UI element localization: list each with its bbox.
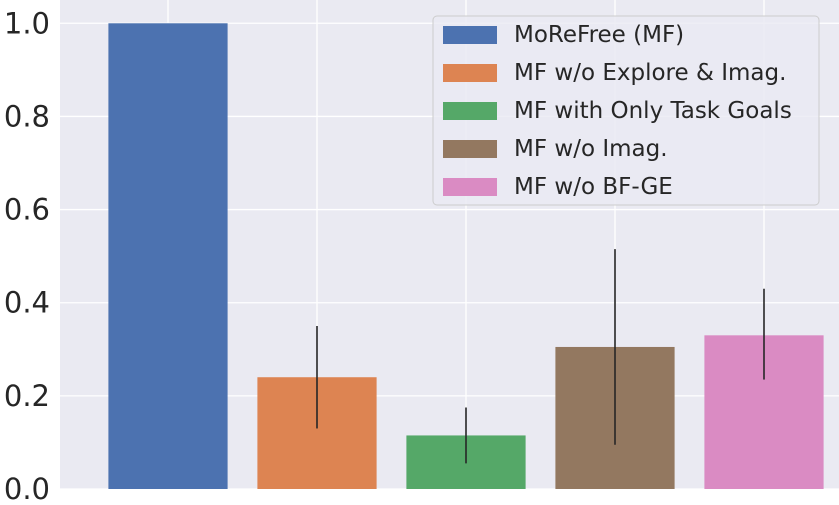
y-tick-label: 0.2	[4, 379, 50, 413]
legend: MoReFree (MF) MF w/o Explore & Imag. MF wi…	[432, 15, 820, 206]
legend-swatch-3	[443, 140, 497, 158]
y-tick-label: 0.8	[4, 99, 50, 133]
bar-0	[108, 23, 228, 490]
legend-label-4: MF w/o BF-GE	[514, 174, 673, 200]
legend-label-3: MF w/o Imag.	[514, 136, 668, 162]
legend-swatch-0	[443, 26, 497, 44]
legend-box	[432, 15, 820, 206]
legend-swatch-4	[443, 178, 497, 196]
y-tick-label: 0.6	[4, 193, 50, 227]
legend-label-1: MF w/o Explore & Imag.	[514, 60, 786, 86]
y-tick-label: 0.0	[4, 472, 50, 505]
legend-label-2: MF with Only Task Goals	[514, 98, 792, 124]
y-tick-label: 1.0	[4, 6, 50, 40]
error-bars	[316, 249, 765, 464]
legend-swatch-2	[443, 102, 497, 120]
y-tick-label: 0.4	[4, 286, 50, 320]
legend-swatch-1	[443, 64, 497, 82]
y-axis-ticks: 0.0 0.2 0.4 0.6 0.8 1.0	[4, 6, 50, 505]
legend-label-0: MoReFree (MF)	[514, 22, 684, 48]
